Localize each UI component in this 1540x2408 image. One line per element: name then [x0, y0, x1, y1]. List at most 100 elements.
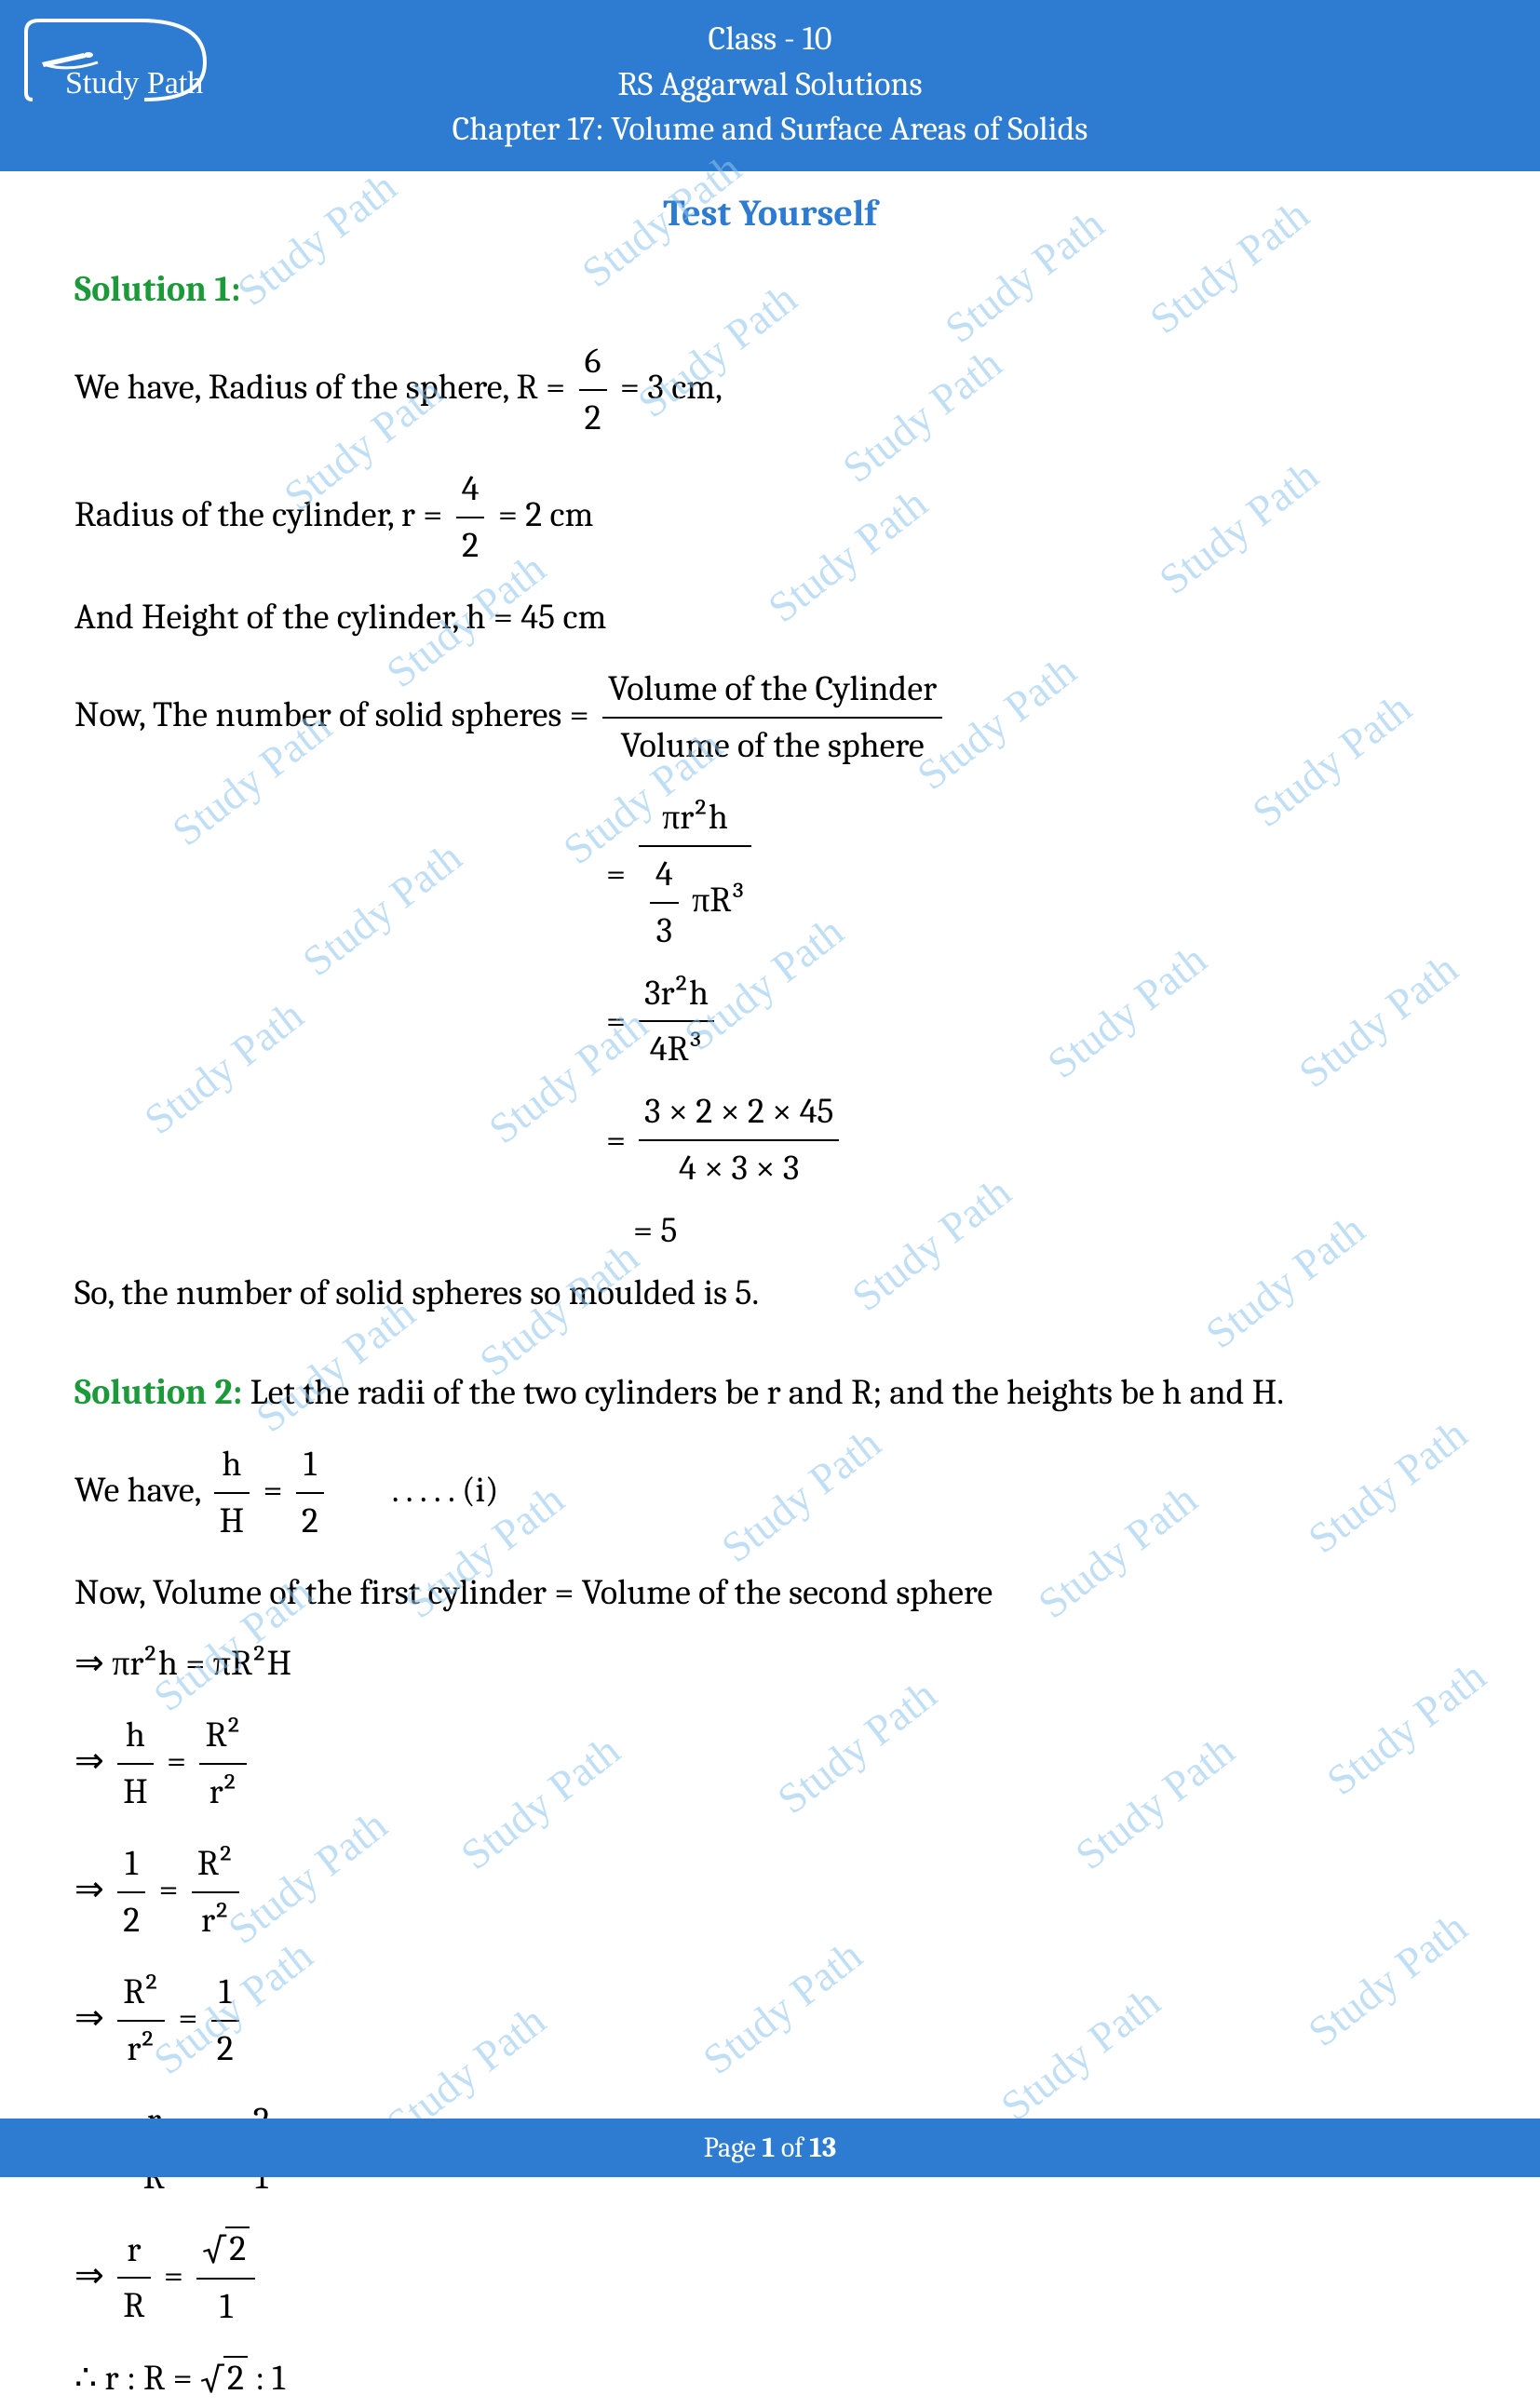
page-number: 1: [763, 2132, 776, 2164]
numerator: R²: [199, 1708, 247, 1763]
numerator: r: [117, 2223, 150, 2278]
numerator: R²: [192, 1836, 239, 1891]
numerator: 6: [579, 334, 607, 389]
s2-eq3: ⇒ R² r² = 1 2: [74, 1965, 1466, 2077]
content: Solution 1: We have, Radius of the spher…: [0, 262, 1540, 2408]
denominator: 1: [196, 2278, 255, 2334]
s2-line3: ⇒ πr²h = πR²H: [74, 1636, 1466, 1691]
page-header: Study Path Class - 10 RS Aggarwal Soluti…: [0, 0, 1540, 171]
text: We have,: [74, 1470, 200, 1511]
s2-line1: We have, h H = 1 2 . . . . . (i): [74, 1437, 1466, 1549]
denominator: 4R³: [639, 1020, 714, 1077]
fraction: Volume of the Cylinder Volume of the sph…: [602, 662, 942, 774]
s1-eq3: = 3 × 2 × 2 × 45 4 × 3 × 3: [596, 1084, 1466, 1196]
text: of: [775, 2132, 809, 2164]
numerator: h: [117, 1708, 153, 1763]
fraction: R² r²: [199, 1708, 247, 1820]
s2-eq5: ⇒ r R = √2 1: [74, 2222, 1466, 2335]
text: . . . . . (i): [392, 1470, 499, 1511]
denominator: 2: [579, 389, 607, 446]
fraction: 1 2: [211, 1965, 239, 2077]
equals-icon: =: [596, 1113, 633, 1168]
text: = 3 cm,: [620, 366, 723, 407]
solution-2-label: Solution 2:: [74, 1372, 242, 1413]
denominator: r²: [192, 1891, 239, 1948]
numerator: 3 × 2 × 2 × 45: [639, 1084, 839, 1139]
fraction: h H: [214, 1437, 250, 1549]
equals-icon: =: [596, 994, 633, 1049]
denominator: Volume of the sphere: [602, 717, 942, 774]
fraction: √2 1: [196, 2222, 255, 2335]
s1-eq1: = πr²h 4 3 πR³: [596, 790, 1466, 959]
text: ∴ r : R =: [74, 2358, 200, 2399]
s1-line4: Now, The number of solid spheres = Volum…: [74, 662, 1466, 774]
text: Page: [704, 2132, 763, 2164]
svg-text:Study Path: Study Path: [65, 66, 203, 101]
fraction: 6 2: [579, 334, 607, 446]
numerator: 4: [650, 847, 679, 902]
denominator: H: [117, 1763, 153, 1820]
fraction: πr²h 4 3 πR³: [639, 790, 751, 959]
fraction: 4 2: [456, 462, 485, 573]
text: πR³: [692, 880, 746, 921]
fraction: R² r²: [117, 1965, 165, 2077]
header-chapter: Chapter 17: Volume and Surface Areas of …: [0, 107, 1540, 153]
numerator: 1: [296, 1437, 324, 1492]
numerator: R²: [117, 1965, 165, 2020]
text: =: [263, 1470, 282, 1511]
s1-eq4: = 5: [596, 1204, 1466, 1258]
fraction: 3 × 2 × 2 × 45 4 × 3 × 3: [639, 1084, 839, 1196]
denominator: R: [117, 2277, 150, 2334]
denominator: 4 3 πR³: [639, 845, 751, 959]
denominator: 2: [211, 2020, 239, 2077]
solution-2: Solution 2: Let the radii of the two cyl…: [74, 1365, 1466, 1420]
nested-fraction: 4 3: [650, 847, 679, 959]
numerator: 3r²h: [639, 966, 714, 1021]
text: = 2 cm: [498, 494, 594, 535]
s2-eq2: ⇒ 1 2 = R² r²: [74, 1836, 1466, 1948]
page-footer: Page 1 of 13: [0, 2119, 1540, 2177]
sqrt-icon: √2: [202, 2222, 250, 2279]
s1-eq-block: = πr²h 4 3 πR³ = 3r²h 4R³ =: [596, 790, 1466, 1258]
fraction: 1 2: [296, 1437, 324, 1549]
denominator: r²: [199, 1763, 247, 1820]
numerator: 4: [456, 462, 485, 517]
denominator: 2: [296, 1492, 324, 1549]
header-class: Class - 10: [0, 17, 1540, 62]
text: Radius of the cylinder, r =: [74, 494, 442, 535]
text: Now, The number of solid spheres =: [74, 694, 589, 735]
numerator: πr²h: [639, 790, 751, 845]
fraction: R² r²: [192, 1836, 239, 1948]
denominator: H: [214, 1492, 250, 1549]
fraction: 1 2: [117, 1836, 145, 1948]
header-book: RS Aggarwal Solutions: [0, 62, 1540, 108]
s2-eq1: ⇒ h H = R² r²: [74, 1708, 1466, 1820]
denominator: r²: [117, 2020, 165, 2077]
text: : 1: [248, 2358, 285, 2399]
s1-line3: And Height of the cylinder, h = 45 cm: [74, 590, 1466, 645]
denominator: 2: [456, 517, 485, 573]
denominator: 3: [650, 902, 679, 959]
equals-icon: =: [596, 847, 633, 902]
s1-line1: We have, Radius of the sphere, R = 6 2 =…: [74, 334, 1466, 446]
s1-conclusion: So, the number of solid spheres so mould…: [74, 1266, 1466, 1321]
s1-eq2: = 3r²h 4R³: [596, 966, 1466, 1078]
s2-conclusion: ∴ r : R = √2 : 1: [74, 2351, 1466, 2408]
section-title: Test Yourself: [0, 192, 1540, 235]
text: = 5: [633, 1204, 677, 1258]
denominator: 4 × 3 × 3: [639, 1139, 839, 1196]
numerator: Volume of the Cylinder: [602, 662, 942, 717]
solution-1-label: Solution 1:: [74, 269, 240, 310]
numerator: 1: [117, 1836, 145, 1891]
page-total: 13: [809, 2132, 836, 2164]
text: We have, Radius of the sphere, R =: [74, 366, 565, 407]
numerator: 1: [211, 1965, 239, 2020]
solution-1: Solution 1:: [74, 262, 1466, 317]
logo: Study Path: [19, 11, 223, 127]
fraction: h H: [117, 1708, 153, 1820]
sqrt-icon: √2: [200, 2351, 248, 2408]
numerator: h: [214, 1437, 250, 1492]
denominator: 2: [117, 1891, 145, 1948]
fraction: 3r²h 4R³: [639, 966, 714, 1078]
text: Let the radii of the two cylinders be r …: [242, 1372, 1284, 1413]
